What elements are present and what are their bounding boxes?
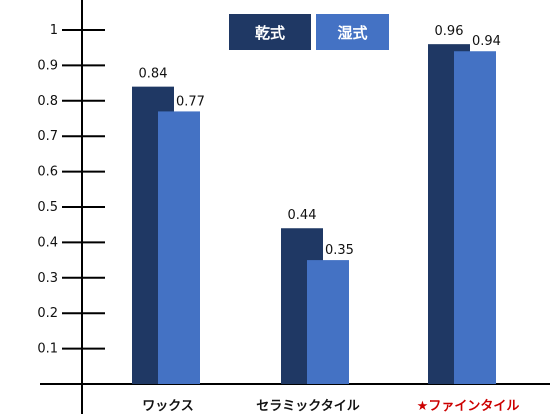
legend-swatch [316,14,389,50]
y-tick-label: 0.3 [37,271,58,286]
bar-value-label: 0.44 [288,208,317,223]
y-tick-label: 0.4 [37,235,58,250]
y-tick-label: 1 [50,23,58,38]
y-axis-ticks: 0.1 0.2 0.3 0.4 0.5 0.6 0.7 0.8 0.9 1 [37,23,105,357]
x-category-label: ワックス [142,399,194,414]
bar-value-label: 0.94 [472,34,501,49]
legend-swatch [229,14,311,50]
y-tick-label: 0.9 [37,58,58,73]
bar [454,51,496,385]
legend-label: 乾式 [255,24,285,42]
bar [158,111,200,385]
x-category-label: セラミックタイル [256,399,359,414]
y-tick-label: 0.2 [37,306,58,321]
legend-label: 湿式 [337,24,367,42]
y-tick-label: 0.1 [37,342,58,357]
bar [307,260,349,384]
bar-value-label: 0.77 [176,94,205,109]
x-category-label: ★ファインタイル [417,399,520,414]
legend: 乾式 湿式 [229,14,389,50]
bar-value-label: 0.96 [435,24,464,39]
y-tick-label: 0.7 [37,129,58,144]
bar-value-label: 0.35 [325,243,354,258]
y-tick-label: 0.5 [37,200,58,215]
x-axis-categories: ワックス セラミックタイル ★ファインタイル [142,399,519,414]
bar-value-label: 0.84 [139,67,168,82]
y-tick-label: 0.8 [37,94,58,109]
bar-series: 0.84 0.44 0.96 0.77 0.35 0.94 [132,24,501,385]
y-tick-label: 0.6 [37,165,58,180]
